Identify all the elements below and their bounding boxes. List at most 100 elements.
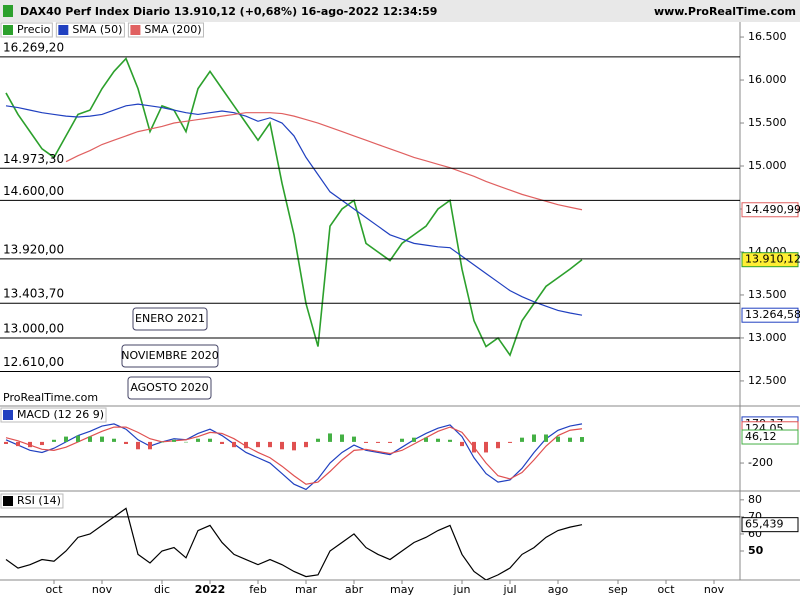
histogram-bar [352,436,356,442]
histogram-bar [100,436,104,442]
histogram-bar [160,441,164,443]
header-icon [3,5,13,17]
histogram-bar [496,441,500,449]
histogram-bar [376,441,380,443]
histogram-bar [52,439,56,442]
histogram-bar [364,441,368,443]
histogram-bar [268,441,272,448]
histogram-bar [436,438,440,442]
y-tick-label: 16.000 [748,73,787,86]
histogram-bar [400,438,404,442]
legend-box [0,22,53,38]
histogram-bar [196,438,200,442]
legend-label: MACD (12 26 9) [17,408,104,421]
series-line [5,426,583,485]
y-tick-label: 13.500 [748,288,787,301]
plot-area [0,507,740,580]
last-value-label: 13.910,12 [745,253,800,266]
level-label: 13.920,00 [3,242,64,256]
x-tick-label: may [390,583,414,596]
series-line [5,57,583,357]
histogram-bar [388,441,392,443]
histogram-bar [412,437,416,442]
x-tick-label: nov [704,583,725,596]
legend-box [0,493,64,509]
histogram-bar [208,438,212,442]
y-tick-label: -200 [748,456,773,469]
last-value-label: 13.264,58 [745,308,800,321]
histogram-bar [448,439,452,442]
histogram-bar [556,436,560,442]
level-label: 13.403,70 [3,287,64,301]
x-tick-label: oct [657,583,675,596]
histogram-bar [424,437,428,442]
x-tick-label: 2022 [195,583,226,596]
annotation-box [127,376,212,400]
histogram-bar [124,441,128,445]
x-tick-label: sep [608,583,627,596]
legend-label: SMA (200) [144,23,201,36]
histogram-bar [28,441,32,448]
level-label: 13.000,00 [3,321,64,335]
y-tick-label: 50 [748,544,764,557]
histogram-bar [460,441,464,447]
level-label: 14.600,00 [3,184,64,198]
x-tick-label: mar [295,583,317,596]
level-label: 14.973,30 [3,152,64,166]
legend-label: RSI (14) [17,494,61,507]
histogram-bar [532,434,536,442]
watermark: ProRealTime.com [3,391,98,404]
y-tick-label: 15.500 [748,116,787,129]
header-site: www.ProRealTime.com [654,5,796,18]
histogram-bar [316,438,320,442]
histogram-bar [304,441,308,448]
histogram-bar [148,441,152,450]
histogram-bar [280,441,284,450]
legend-swatch [130,25,141,35]
legend-box [0,407,107,423]
series-line [65,112,583,211]
x-tick-label: feb [249,583,267,596]
last-value-box [741,517,799,533]
histogram-bar [292,441,296,451]
y-tick-label: 80 [748,493,762,506]
histogram-bar [328,433,332,442]
x-tick-label: abr [345,583,364,596]
x-tick-label: jun [453,583,471,596]
x-tick-label: dic [154,583,170,596]
x-tick-label: ago [548,583,569,596]
series-line [5,507,583,580]
histogram-bar [256,441,260,448]
legend-swatch [3,410,13,420]
x-tick-label: oct [45,583,63,596]
histogram-bar [76,435,80,442]
legend-label: Precio [17,23,51,36]
histogram-bar [520,437,524,442]
histogram-bar [232,441,236,448]
y-tick-label: 13.000 [748,331,787,344]
histogram-bar [184,441,188,443]
legend-box [55,22,125,38]
series-line [5,103,583,316]
histogram-bar [508,441,512,443]
last-value-box [741,307,799,323]
histogram-bar [172,439,176,442]
y-tick-label: 15.000 [748,159,787,172]
legend-swatch [3,25,13,35]
histogram-bar [544,434,548,442]
histogram-bar [112,438,116,442]
histogram-bar [40,441,44,446]
y-tick-label: 12.500 [748,374,787,387]
annotation-box [132,307,208,331]
header-title: DAX40 Perf Index Diario 13.910,12 (+0,68… [20,5,437,18]
histogram-bar [220,441,224,445]
last-value-label: 46,12 [745,430,777,443]
level-label: 16.269,20 [3,40,64,54]
level-label: 12.610,00 [3,355,64,369]
header-bar [0,0,800,22]
histogram-bar [580,437,584,442]
histogram-bar [136,441,140,450]
annotation: NOVIEMBRE 2020 [121,349,219,362]
histogram-bar [484,441,488,453]
